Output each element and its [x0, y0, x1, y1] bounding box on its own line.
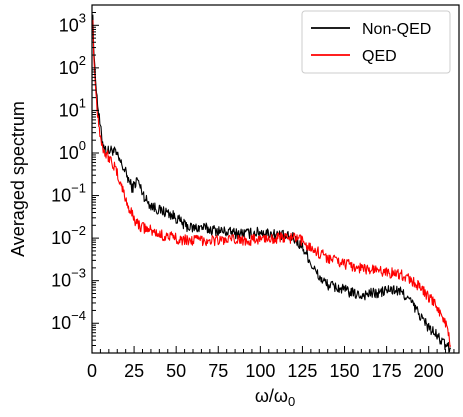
y-tick-label: 10−4: [51, 308, 86, 333]
series-line-non-qed: [92, 14, 452, 353]
x-tick-label: 150: [329, 361, 359, 381]
x-tick-label: 75: [208, 361, 228, 381]
x-tick-label: 125: [287, 361, 317, 381]
legend: Non-QED QED: [301, 10, 451, 74]
y-tick-label: 10−2: [51, 223, 86, 248]
plot-frame: [91, 4, 460, 354]
x-axis-label: ω/ω0: [255, 386, 295, 409]
y-tick-label: 101: [59, 95, 86, 120]
x-tick-label: 50: [166, 361, 186, 381]
series-line-qed: [92, 19, 452, 348]
legend-label-non-qed: Non-QED: [362, 21, 431, 38]
x-tick-label: 175: [372, 361, 402, 381]
x-tick-label: 100: [245, 361, 275, 381]
y-axis: 103 102 101 100 10−1 10−2 10−3 10−4: [51, 4, 99, 354]
legend-label-qed: QED: [362, 48, 397, 65]
y-tick-label: 103: [59, 10, 86, 35]
legend-box: [301, 10, 451, 74]
series-layer: [92, 14, 452, 353]
x-tick-label: 200: [414, 361, 444, 381]
x-axis: 0 25 50 75 100 125 150 175 200: [87, 346, 455, 381]
y-tick-label: 10−1: [51, 181, 86, 206]
y-axis-label: Averaged spectrum: [8, 101, 28, 257]
x-tick-label: 25: [124, 361, 144, 381]
y-tick-label: 10−3: [51, 266, 86, 291]
y-tick-label: 102: [59, 53, 86, 78]
y-tick-label: 100: [59, 138, 86, 163]
x-tick-label: 0: [87, 361, 97, 381]
